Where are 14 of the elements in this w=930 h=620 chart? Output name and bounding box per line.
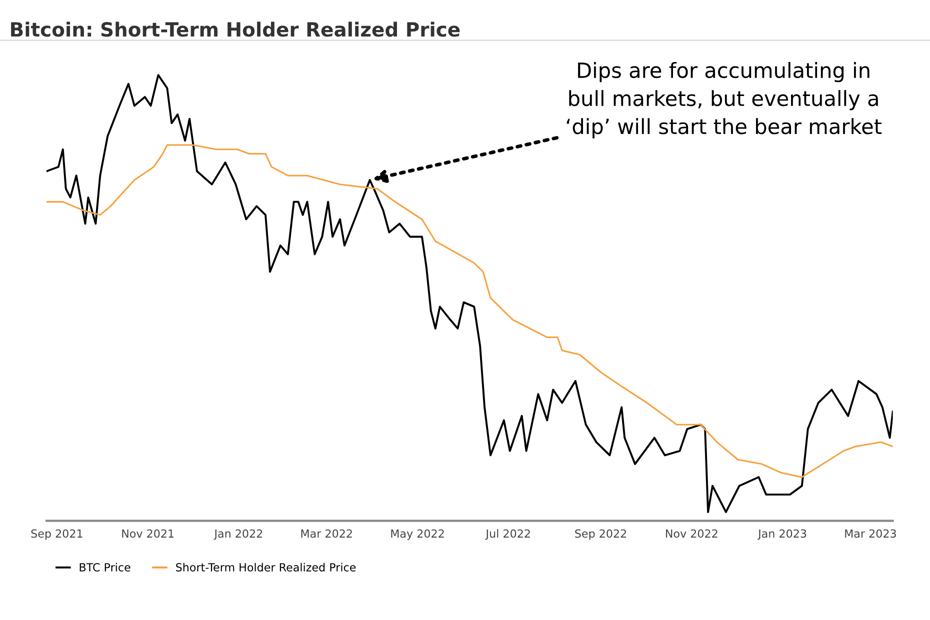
legend-label: Short-Term Holder Realized Price (176, 562, 356, 572)
x-tick-label: Jan 2022 (214, 529, 262, 540)
x-tick-label: Jul 2022 (485, 529, 530, 540)
x-tick-label: Nov 2022 (666, 529, 718, 538)
x-tick-label: Sep 2021 (31, 529, 82, 540)
x-tick-label: May 2022 (391, 529, 444, 540)
legend-label: BTC Price (80, 562, 130, 572)
x-tick-label: Mar 2022 (301, 529, 352, 538)
x-tick-label: Mar 2023 (845, 529, 896, 538)
annotation: Dips are for accumulating in bull markets, but eventually a ‘dip’ will start the bear market (566, 62, 882, 138)
x-tick-label: Nov 2021 (122, 529, 174, 538)
x-tick-label: Jan 2023 (758, 529, 806, 540)
x-tick-label: Sep 2022 (575, 529, 626, 540)
chart-title: Bitcoin: Short-Term Holder Realized Price (11, 22, 460, 37)
